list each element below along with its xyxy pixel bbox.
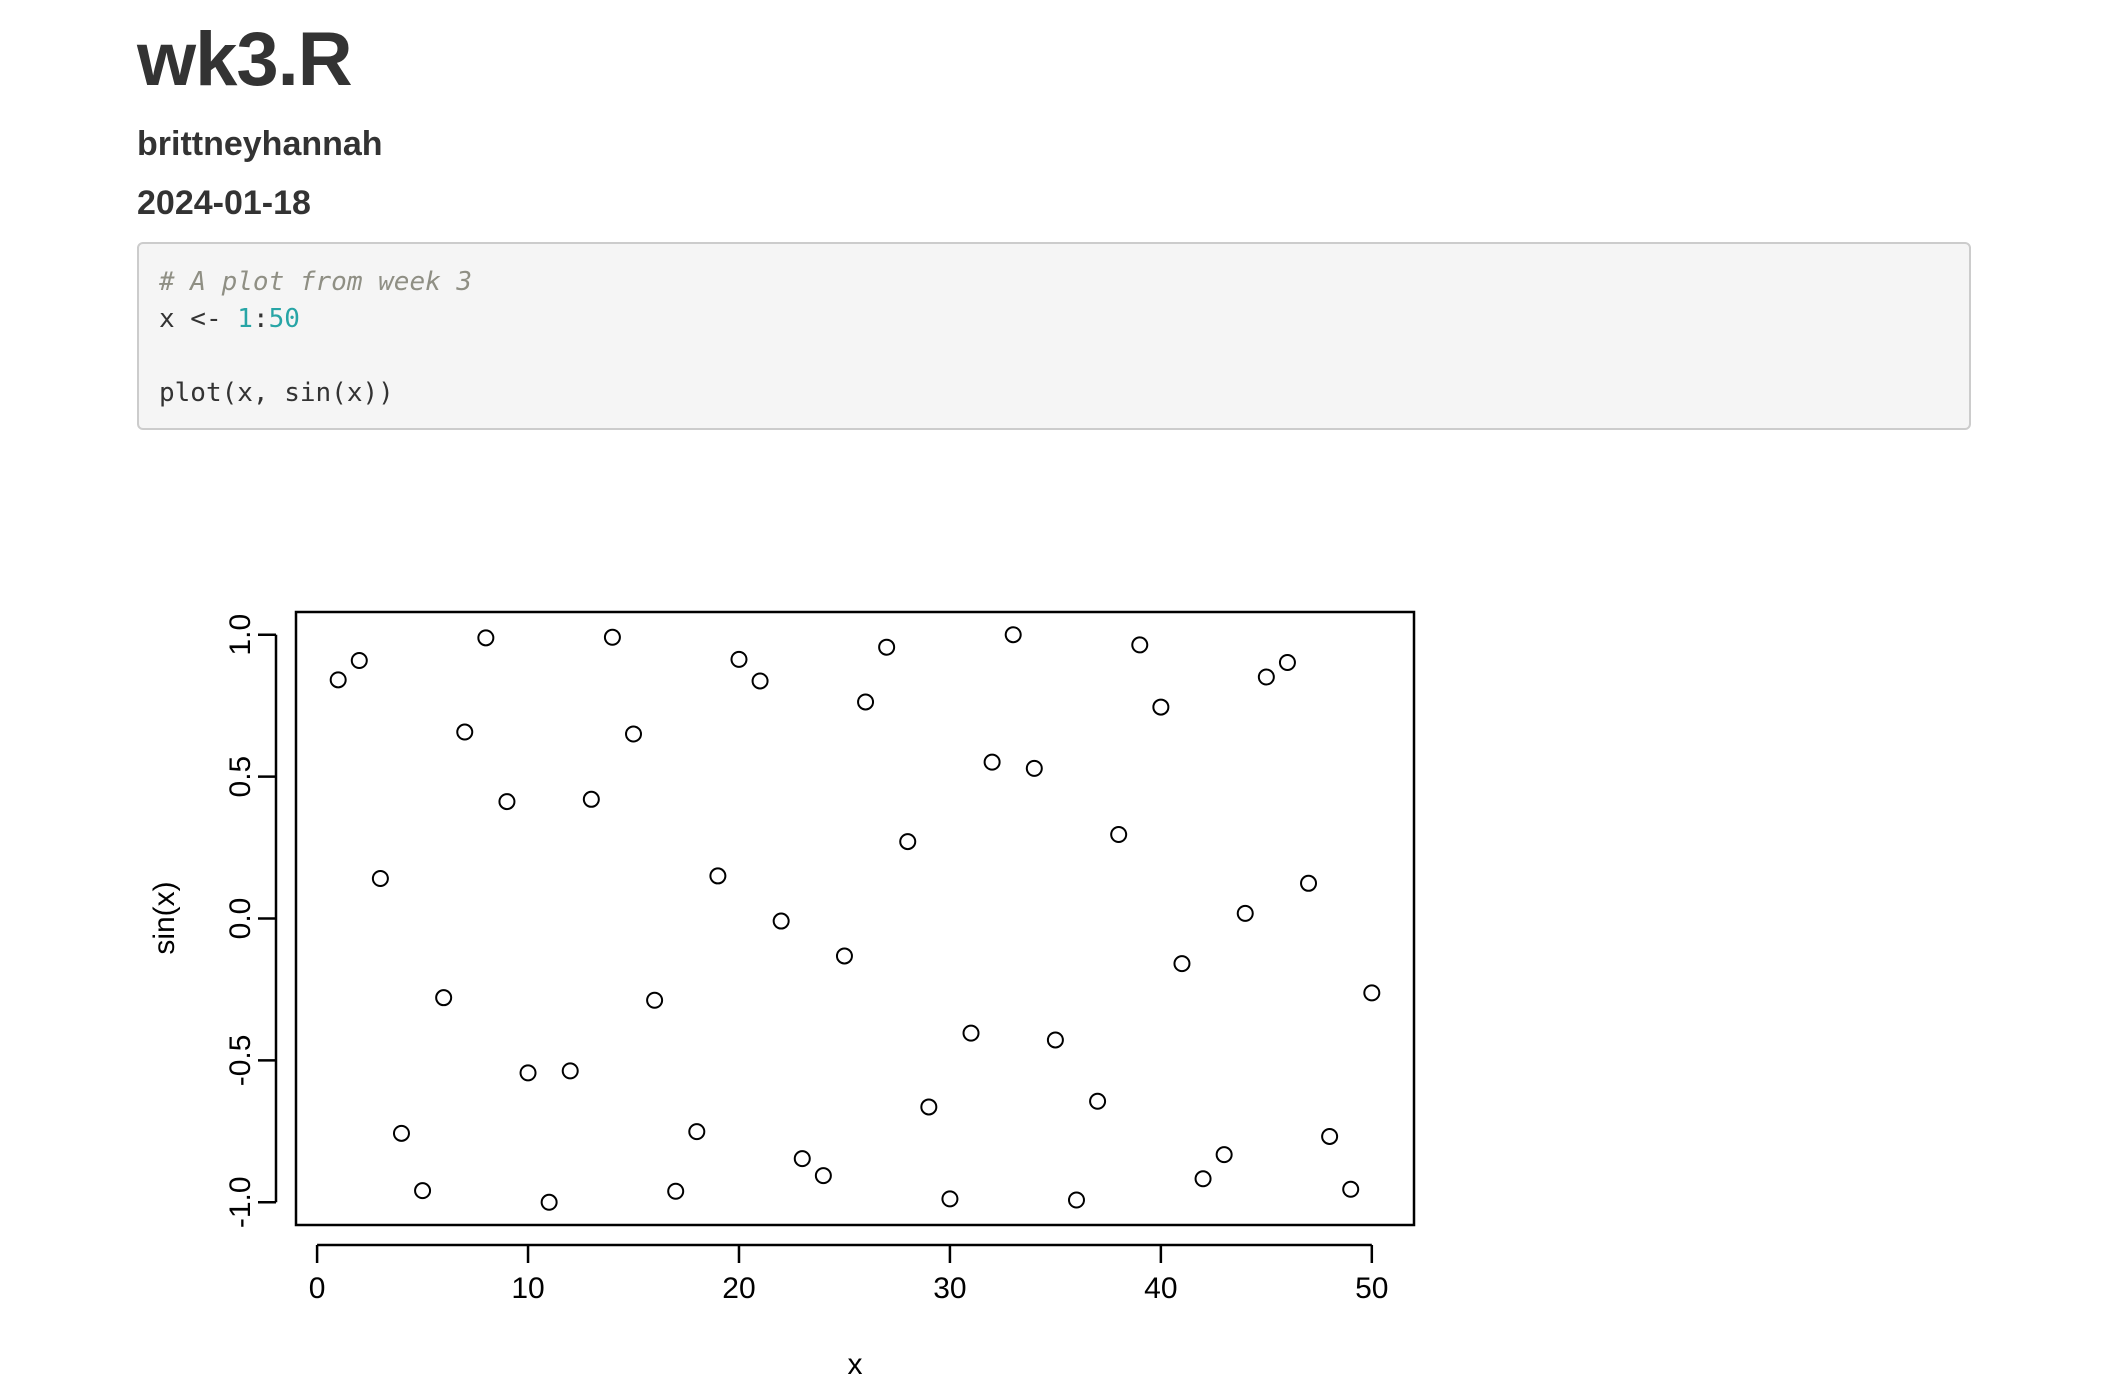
data-point [540,1193,558,1211]
code-plot-call: plot(x, sin(x)) [159,378,394,408]
x-tick-label: 0 [309,1272,326,1305]
data-point [1194,1170,1212,1188]
code-line-4: plot(x, sin(x)) [159,375,1949,412]
x-axis: 0 10 20 30 40 50 [309,1243,1388,1305]
data-point [519,1064,537,1082]
data-point [1278,654,1296,672]
data-point [751,672,769,690]
data-point [1067,1191,1085,1209]
data-point [1321,1127,1339,1145]
y-axis: -1.0 -0.5 0.0 0.5 1.0 [224,614,278,1228]
x-tick-label: 40 [1144,1272,1177,1305]
code-block[interactable]: # A plot from week 3 x <- 1:50 plot(x, sin… [137,242,1971,430]
data-point [603,628,621,646]
data-point [1025,759,1043,777]
data-point [983,753,1001,771]
data-point [392,1124,410,1142]
data-point [477,629,495,647]
y-tick-label: 0.0 [224,898,257,940]
data-point [772,912,790,930]
data-point [1110,825,1128,843]
data-point [371,869,389,887]
data-point [878,638,896,656]
x-axis-label: x [848,1348,863,1381]
code-assignment: x <- [159,304,238,334]
y-axis-label: sin(x) [148,881,181,954]
code-range-start: 1 [237,304,253,334]
data-point [1215,1146,1233,1164]
data-point [1300,874,1318,892]
data-point [435,989,453,1007]
x-tick-label: 20 [722,1272,755,1305]
document-title: wk3.R [137,17,353,102]
data-point [456,723,474,741]
data-point [857,693,875,711]
data-point [498,793,516,811]
data-point [414,1182,432,1200]
data-point [835,947,853,965]
data-point [1046,1031,1064,1049]
y-tick-label: -1.0 [224,1176,257,1228]
x-tick-label: 50 [1355,1272,1388,1305]
data-point [1236,904,1254,922]
y-tick-label: 0.5 [224,756,257,798]
x-tick-label: 30 [933,1272,966,1305]
data-points [329,626,1381,1211]
y-tick-label: 1.0 [224,614,257,656]
data-point [730,650,748,668]
data-point [688,1123,706,1141]
data-point [709,867,727,885]
data-point [625,725,643,743]
document-author: brittneyhannah [137,125,383,163]
data-point [899,833,917,851]
data-point [814,1167,832,1185]
document: wk3.R brittneyhannah 2024-01-18 # A plot… [137,0,1977,430]
data-point [1173,955,1191,973]
code-line-1: # A plot from week 3 [159,264,1949,301]
data-point [561,1062,579,1080]
code-line-2: x <- 1:50 [159,301,1949,338]
code-range-end: 50 [268,304,300,334]
data-point [1342,1180,1360,1198]
data-point [793,1150,811,1168]
data-point [582,790,600,808]
data-point [646,991,664,1009]
plot-frame [294,610,1416,1227]
code-range-sep: : [252,304,269,334]
data-point [1363,984,1381,1002]
data-point [962,1024,980,1042]
data-point [920,1098,938,1116]
data-point [1257,668,1275,686]
data-point [350,652,368,670]
data-point [667,1182,685,1200]
data-point [1152,698,1170,716]
x-tick-label: 10 [511,1272,544,1305]
code-comment: # A plot from week 3 [159,267,473,297]
data-point [1089,1092,1107,1110]
data-point [941,1190,959,1208]
data-point [329,671,347,689]
data-point [1131,636,1149,654]
data-point [1004,626,1022,644]
y-tick-label: -0.5 [224,1035,257,1087]
document-date: 2024-01-18 [137,183,311,222]
